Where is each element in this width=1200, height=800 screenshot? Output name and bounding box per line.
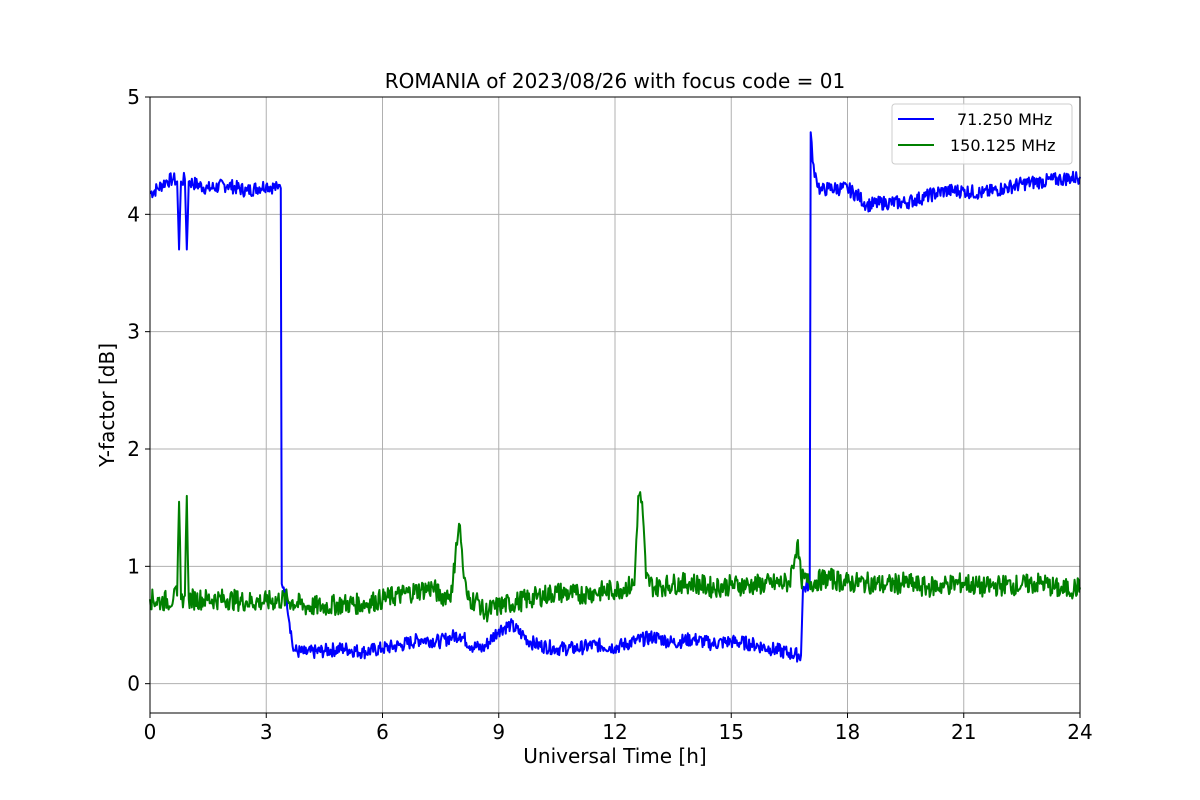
y-tick-label: 2 xyxy=(127,437,140,461)
x-tick-label: 15 xyxy=(719,720,744,744)
x-axis-label: Universal Time [h] xyxy=(523,744,706,768)
x-tick-label: 3 xyxy=(260,720,273,744)
y-tick-label: 4 xyxy=(127,202,140,226)
y-tick-label: 1 xyxy=(127,554,140,578)
legend-label-71mhz: 71.250 MHz xyxy=(957,110,1052,129)
x-tick-label: 24 xyxy=(1067,720,1092,744)
y-tick-label: 5 xyxy=(127,85,140,109)
legend: 71.250 MHz 150.125 MHz xyxy=(891,103,1073,165)
chart-title: ROMANIA of 2023/08/26 with focus code = … xyxy=(385,69,845,93)
x-tick-label: 21 xyxy=(951,720,976,744)
series-line-150mhz xyxy=(149,491,1081,623)
x-tick-label: 18 xyxy=(835,720,860,744)
x-tick-label: 6 xyxy=(376,720,389,744)
x-tick-label: 0 xyxy=(144,720,157,744)
legend-box xyxy=(891,103,1073,165)
plot-series xyxy=(149,131,1081,663)
x-tick-label: 9 xyxy=(492,720,505,744)
y-tick-label: 3 xyxy=(127,320,140,344)
y-axis-label: Y-factor [dB] xyxy=(95,343,119,468)
y-tick-label: 0 xyxy=(127,672,140,696)
series-line-71mhz xyxy=(149,131,1081,663)
x-tick-label: 12 xyxy=(602,720,627,744)
legend-label-150mhz: 150.125 MHz xyxy=(950,136,1055,155)
